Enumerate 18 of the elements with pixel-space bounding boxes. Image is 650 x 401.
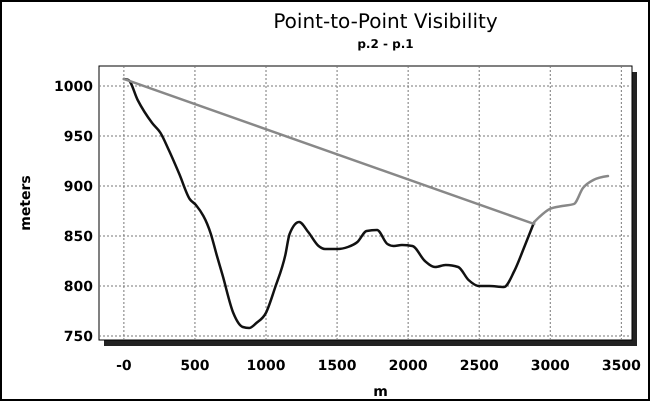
x-tick-label: 3500 bbox=[602, 358, 642, 374]
chart-title: Point-to-Point Visibility bbox=[273, 9, 498, 33]
y-axis-title: meters bbox=[18, 175, 34, 231]
x-tick-label: 1000 bbox=[246, 358, 286, 374]
x-tick-label: 2000 bbox=[388, 358, 428, 374]
y-tick-label: 900 bbox=[64, 178, 94, 195]
y-tick-label: 800 bbox=[64, 278, 94, 295]
y-tick-label: 950 bbox=[64, 128, 94, 145]
y-tick-label: 750 bbox=[64, 328, 94, 345]
x-tick-label: 2500 bbox=[460, 358, 499, 374]
x-tick-label: -0 bbox=[116, 358, 132, 374]
x-tick-label: 3000 bbox=[530, 358, 570, 374]
x-axis-title: m bbox=[373, 384, 388, 400]
y-tick-label: 850 bbox=[64, 228, 94, 245]
x-tick-label: 500 bbox=[180, 358, 210, 374]
chart-subtitle: p.2 - p.1 bbox=[357, 37, 414, 51]
y-tick-label: 1000 bbox=[54, 78, 94, 95]
x-tick-label: 1500 bbox=[318, 358, 357, 374]
